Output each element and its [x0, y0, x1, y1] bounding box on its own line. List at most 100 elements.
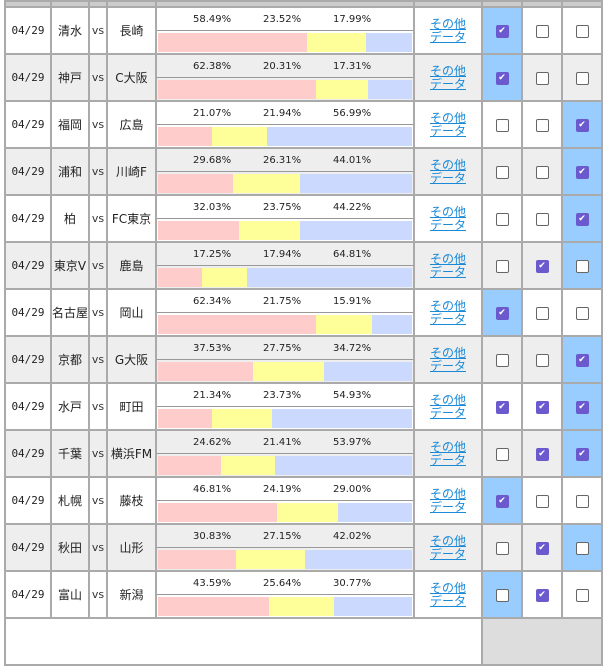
probability-cell: 29.68% 26.31% 44.01% — [155, 147, 415, 196]
other-data-link[interactable]: その他 データ — [429, 345, 466, 373]
pick-checkbox[interactable] — [535, 71, 549, 85]
match-row: 04/29 福岡 vs 広島 21.07% 21.94% 56.99% その他 データ… — [4, 100, 603, 149]
match-row: 04/29 千葉 vs 横浜FM 24.62% 21.41% 53.97% その他 デ… — [4, 429, 603, 478]
pick-checkbox[interactable]: ✔ — [535, 447, 549, 461]
pick-checkbox[interactable]: ✔ — [575, 212, 589, 226]
pick-checkbox[interactable] — [575, 588, 589, 602]
home-win-percent: 21.34% — [193, 389, 232, 401]
home-bar-segment — [158, 221, 240, 240]
draw-win-percent: 20.31% — [263, 60, 302, 72]
pick-checkbox[interactable]: ✔ — [535, 541, 549, 555]
match-row: 04/29 秋田 vs 山形 30.83% 27.15% 42.02% その他 データ… — [4, 523, 603, 572]
pick-checkbox[interactable]: ✔ — [575, 165, 589, 179]
pick-cell-draw — [521, 6, 563, 55]
other-data-link[interactable]: その他 データ — [429, 110, 466, 138]
pick-checkbox[interactable]: ✔ — [575, 447, 589, 461]
pick-cell-draw — [521, 53, 563, 102]
pick-cell-draw — [521, 288, 563, 337]
probability-bar — [158, 268, 412, 287]
away-team: 横浜FM — [106, 429, 157, 478]
probability-cell: 17.25% 17.94% 64.81% — [155, 241, 415, 290]
other-data-link[interactable]: その他 データ — [429, 251, 466, 279]
pick-cell-home: ✔ — [481, 53, 523, 102]
pick-checkbox[interactable] — [495, 212, 509, 226]
pick-checkbox[interactable] — [495, 353, 509, 367]
pick-checkbox[interactable] — [575, 24, 589, 38]
home-win-percent: 62.38% — [193, 60, 232, 72]
pick-checkbox[interactable] — [535, 24, 549, 38]
probability-bar — [158, 503, 412, 522]
other-data-link[interactable]: その他 データ — [429, 439, 466, 467]
pick-cell-away: ✔ — [561, 194, 603, 243]
home-win-percent: 29.68% — [193, 154, 232, 166]
other-data-link[interactable]: その他 データ — [429, 16, 466, 44]
draw-win-percent: 27.15% — [263, 530, 302, 542]
pick-cell-away: ✔ — [561, 382, 603, 431]
other-data-link[interactable]: その他 データ — [429, 392, 466, 420]
pick-checkbox[interactable]: ✔ — [575, 400, 589, 414]
probability-bar — [158, 550, 412, 569]
away-team: 川崎F — [106, 147, 157, 196]
away-bar-segment — [323, 362, 412, 381]
vs-label: vs — [88, 476, 108, 525]
pick-checkbox[interactable] — [495, 165, 509, 179]
draw-bar-segment — [268, 597, 334, 616]
probability-bar — [158, 221, 412, 240]
pick-checkbox[interactable] — [495, 447, 509, 461]
away-team: 新潟 — [106, 570, 157, 619]
vs-label: vs — [88, 335, 108, 384]
pick-checkbox[interactable] — [575, 494, 589, 508]
pick-checkbox[interactable]: ✔ — [495, 306, 509, 320]
pick-checkbox[interactable] — [575, 541, 589, 555]
footer-cell — [4, 617, 483, 666]
pick-checkbox[interactable] — [495, 259, 509, 273]
pick-checkbox[interactable]: ✔ — [575, 353, 589, 367]
home-win-percent: 30.83% — [193, 530, 232, 542]
pick-checkbox[interactable]: ✔ — [495, 24, 509, 38]
away-win-percent: 44.22% — [333, 201, 372, 213]
pick-cell-home — [481, 241, 523, 290]
pick-checkbox[interactable]: ✔ — [575, 118, 589, 132]
pick-checkbox[interactable]: ✔ — [495, 400, 509, 414]
pick-checkbox[interactable] — [575, 71, 589, 85]
pick-checkbox[interactable]: ✔ — [495, 71, 509, 85]
away-bar-segment — [366, 33, 412, 52]
away-win-percent: 44.01% — [333, 154, 372, 166]
draw-win-percent: 26.31% — [263, 154, 302, 166]
match-date: 04/29 — [4, 194, 52, 243]
other-data-link[interactable]: その他 データ — [429, 533, 466, 561]
pick-cell-draw — [521, 147, 563, 196]
pick-checkbox[interactable]: ✔ — [535, 400, 549, 414]
pick-checkbox[interactable] — [575, 306, 589, 320]
other-data-link[interactable]: その他 データ — [429, 486, 466, 514]
home-bar-segment — [158, 362, 254, 381]
other-data-link[interactable]: その他 データ — [429, 63, 466, 91]
other-data-link[interactable]: その他 データ — [429, 580, 466, 608]
pick-cell-draw — [521, 476, 563, 525]
pick-checkbox[interactable] — [535, 306, 549, 320]
draw-win-percent: 21.41% — [263, 436, 302, 448]
match-date: 04/29 — [4, 382, 52, 431]
pick-checkbox[interactable]: ✔ — [535, 259, 549, 273]
pick-checkbox[interactable] — [575, 259, 589, 273]
other-data-link[interactable]: その他 データ — [429, 204, 466, 232]
pick-checkbox[interactable]: ✔ — [495, 494, 509, 508]
away-win-percent: 56.99% — [333, 107, 372, 119]
other-data-link[interactable]: その他 データ — [429, 298, 466, 326]
pick-checkbox[interactable] — [535, 118, 549, 132]
pick-checkbox[interactable] — [495, 541, 509, 555]
pick-checkbox[interactable] — [495, 588, 509, 602]
pick-checkbox[interactable] — [535, 212, 549, 226]
home-team: 水戸 — [50, 382, 90, 431]
pick-checkbox[interactable] — [535, 353, 549, 367]
draw-win-percent: 23.75% — [263, 201, 302, 213]
pick-checkbox[interactable] — [535, 494, 549, 508]
home-win-percent: 32.03% — [193, 201, 232, 213]
other-data-link[interactable]: その他 データ — [429, 157, 466, 185]
pick-checkbox[interactable]: ✔ — [535, 588, 549, 602]
pick-checkbox[interactable] — [535, 165, 549, 179]
probability-bar — [158, 597, 412, 616]
home-team: 神戸 — [50, 53, 90, 102]
draw-bar-segment — [239, 221, 300, 240]
pick-checkbox[interactable] — [495, 118, 509, 132]
